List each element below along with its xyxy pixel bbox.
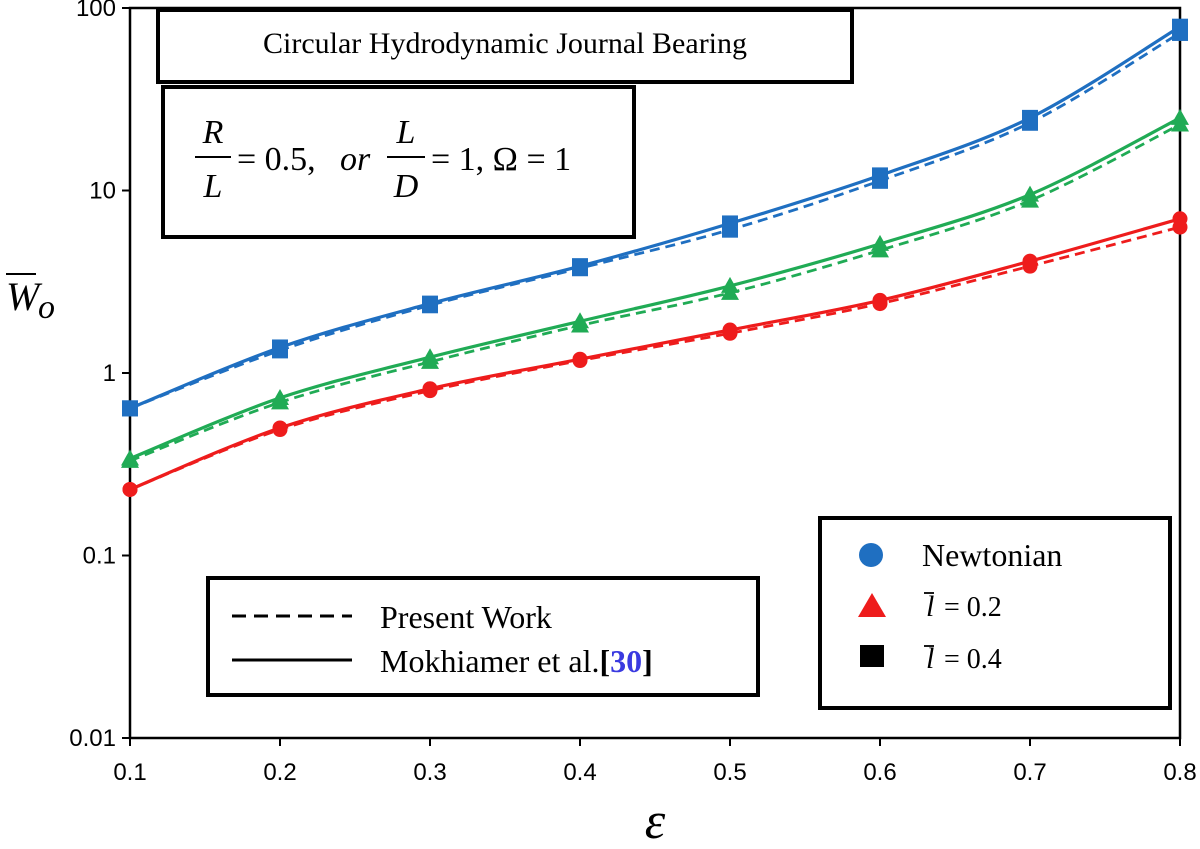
line-style-legend: Present Work Mokhiamer et al.[30] — [206, 576, 760, 697]
series-l02 — [122, 211, 1188, 497]
legend-l02-label: l = 0.2 — [924, 590, 1002, 623]
x-axis-title: ε — [645, 793, 666, 849]
data-point — [571, 316, 589, 333]
data-point — [871, 241, 889, 258]
x-tick-label: 0.5 — [713, 759, 746, 786]
y-tick-label: 100 — [76, 0, 116, 22]
svg-text:l: l — [926, 642, 934, 675]
x-tick-label: 0.7 — [1013, 759, 1046, 786]
data-point — [272, 422, 288, 438]
title-box: Circular Hydrodynamic Journal Bearing — [156, 8, 854, 84]
parameter-box: R L = 0.5, or L D = 1, Ω = 1 — [161, 85, 636, 239]
data-point — [722, 325, 738, 341]
legend-l04-label: l = 0.4 — [924, 642, 1002, 675]
y-tick-label: 0.01 — [69, 725, 116, 752]
legend-mokhiamer: Mokhiamer et al.[30] — [380, 643, 653, 679]
data-point — [872, 296, 888, 312]
legend-newtonian-label: Newtonian — [922, 537, 1062, 573]
svg-text:= 0.4: = 0.4 — [944, 644, 1002, 675]
data-point — [122, 481, 138, 497]
data-point — [1172, 219, 1188, 235]
y-tick-label: 1 — [103, 360, 116, 387]
series-layer — [121, 18, 1189, 497]
l-over-d-denominator: D — [393, 168, 419, 205]
data-point — [722, 221, 738, 238]
series-line-present-work — [129, 225, 1181, 491]
data-point — [1172, 24, 1188, 41]
x-tick-label: 0.6 — [863, 759, 896, 786]
legend-l04-marker — [860, 645, 884, 667]
x-axis: 0.1 0.2 0.3 0.4 0.5 0.6 0.7 0.8 — [113, 738, 1197, 786]
data-point — [721, 283, 739, 300]
svg-text:l: l — [926, 590, 934, 623]
r-over-l-denominator: L — [203, 168, 223, 205]
data-point — [1171, 115, 1189, 132]
x-tick-label: 0.2 — [263, 759, 296, 786]
y-axis-title-subscript: o — [38, 289, 55, 326]
data-point — [122, 400, 138, 417]
x-tick-label: 0.4 — [563, 759, 596, 786]
y-axis-title: W o — [6, 273, 55, 326]
l-over-d-value: = 1, Ω = 1 — [431, 141, 571, 178]
or-text: or — [340, 141, 371, 178]
legend-newtonian-marker — [859, 543, 883, 567]
r-over-l-numerator: R — [202, 114, 224, 151]
series-l04 — [121, 108, 1189, 468]
data-point — [572, 260, 588, 277]
data-point — [121, 451, 139, 468]
data-point — [422, 383, 438, 399]
x-tick-label: 0.1 — [113, 759, 146, 786]
data-point — [572, 353, 588, 369]
y-tick-label: 0.1 — [83, 543, 116, 570]
data-point — [872, 172, 888, 189]
data-point — [1022, 258, 1038, 274]
y-tick-label: 10 — [89, 178, 116, 205]
y-axis-title-main: W — [6, 274, 43, 319]
legend-present-work: Present Work — [380, 599, 552, 635]
data-point — [1022, 114, 1038, 131]
data-point — [271, 393, 289, 410]
legend-l02-marker — [858, 593, 886, 617]
series-line-mokhiamer — [129, 116, 1181, 460]
data-point — [272, 342, 288, 359]
l-over-d-numerator: L — [396, 114, 416, 151]
y-axis: 0.01 0.1 1 10 100 — [69, 0, 130, 752]
series-line-mokhiamer — [129, 217, 1181, 491]
marker-legend: Newtonian l = 0.2 l = 0.4 — [818, 516, 1172, 710]
data-point — [1021, 191, 1039, 208]
x-tick-label: 0.8 — [1163, 759, 1196, 786]
x-tick-label: 0.3 — [413, 759, 446, 786]
series-line-present-work — [129, 123, 1181, 463]
chart-title: Circular Hydrodynamic Journal Bearing — [263, 27, 747, 60]
series-newtonian — [122, 18, 1188, 417]
data-point — [421, 352, 439, 369]
data-point — [422, 297, 438, 314]
r-over-l-value: = 0.5, — [237, 141, 316, 178]
svg-text:= 0.2: = 0.2 — [944, 592, 1002, 623]
